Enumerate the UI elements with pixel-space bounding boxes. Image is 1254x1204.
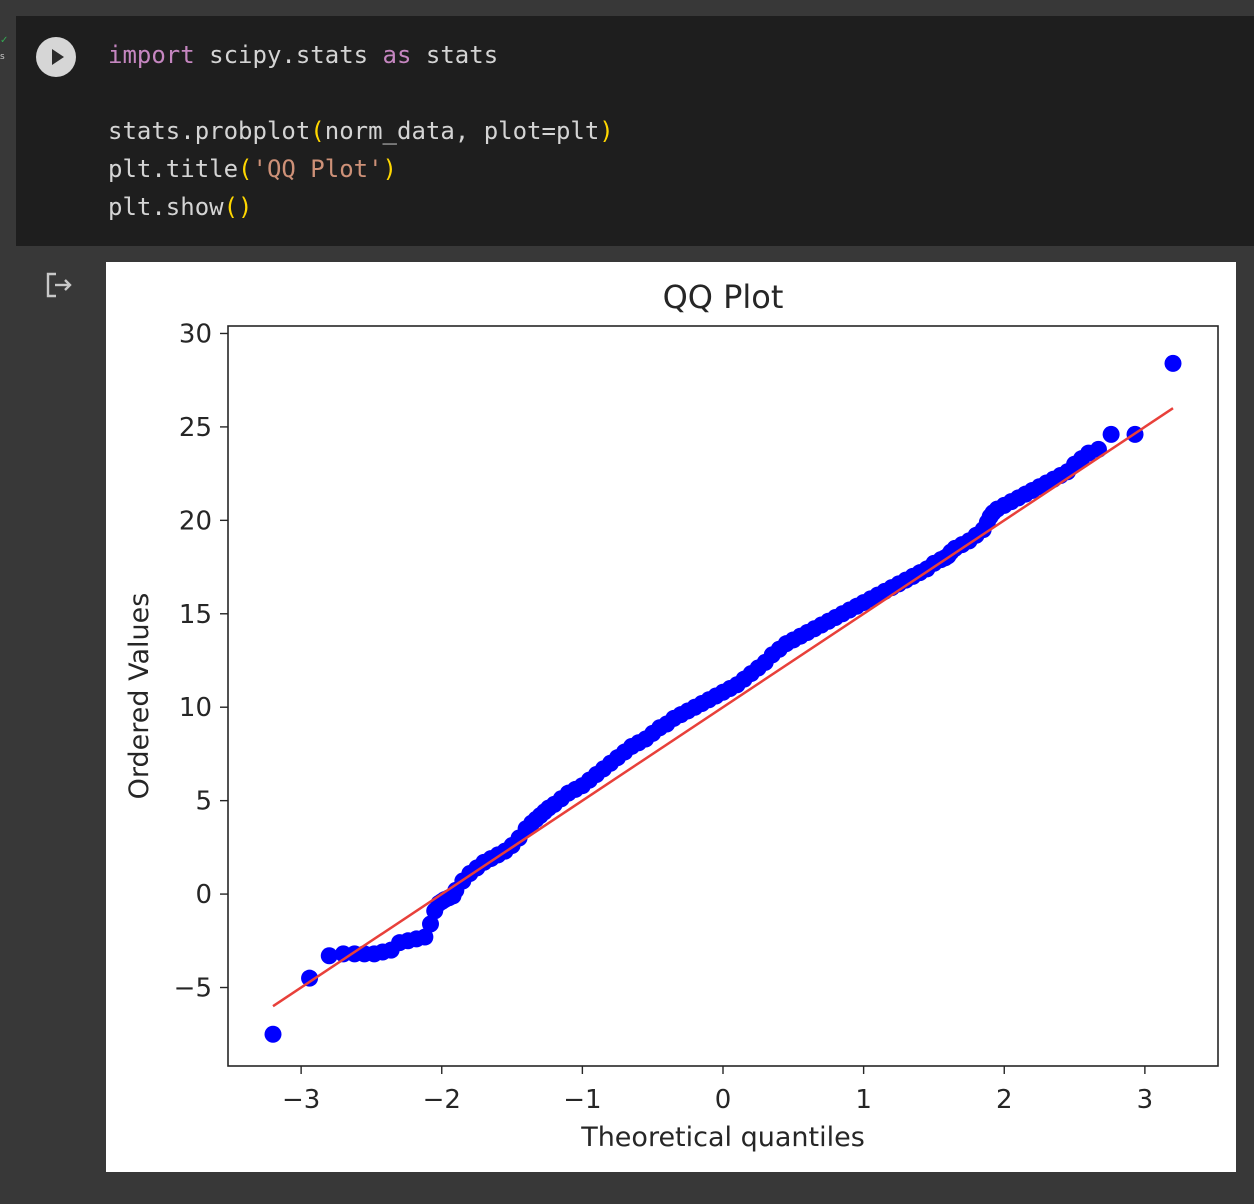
code-token: import — [108, 41, 195, 69]
chart-title: QQ Plot — [663, 278, 784, 316]
data-point — [1102, 425, 1120, 443]
x-tick-label: −2 — [423, 1085, 461, 1115]
notebook-background — [0, 0, 1254, 16]
output-redirect-icon[interactable] — [44, 270, 74, 300]
code-token: ( — [310, 117, 325, 145]
code-editor[interactable]: import scipy.stats as stats stats.probplo… — [108, 36, 614, 226]
y-tick-label: 30 — [179, 319, 212, 349]
code-token: as — [382, 41, 412, 69]
data-point — [264, 1025, 282, 1043]
code-line: import scipy.stats as stats — [108, 36, 614, 74]
code-token: 'QQ Plot' — [252, 155, 383, 183]
code-token: stats.probplot — [108, 117, 311, 145]
code-token: stats — [411, 41, 499, 69]
code-line — [108, 74, 614, 112]
code-token: ) — [382, 155, 397, 183]
data-point — [320, 947, 338, 965]
code-token: plt.title — [108, 155, 239, 183]
run-cell-button[interactable] — [36, 37, 76, 77]
code-token: () — [223, 193, 253, 221]
y-tick-label: 5 — [195, 787, 212, 817]
x-tick-label: −3 — [282, 1085, 320, 1115]
execution-status: ✓ s — [0, 36, 10, 72]
y-tick-label: 0 — [195, 880, 212, 910]
x-tick-label: 3 — [1137, 1085, 1154, 1115]
code-token: ( — [238, 155, 253, 183]
x-tick-label: 2 — [996, 1085, 1013, 1115]
execution-status-text: s — [0, 52, 5, 62]
y-tick-label: 25 — [179, 413, 212, 443]
y-tick-label: 10 — [179, 693, 212, 723]
code-line: plt.title('QQ Plot') — [108, 150, 614, 188]
code-line: plt.show() — [108, 188, 614, 226]
code-token: norm_data, plot=plt — [324, 117, 600, 145]
code-token: ) — [599, 117, 614, 145]
plot-output: −3 −2 −1 0 1 2 3 −5 0 5 10 15 20 25 30 QQ Plot Theoretic… — [106, 262, 1236, 1172]
data-point — [416, 928, 434, 946]
code-token: plt.show — [108, 193, 224, 221]
y-tick-label: −5 — [174, 974, 212, 1004]
data-point — [422, 915, 439, 933]
code-cell[interactable] — [16, 16, 1254, 246]
qq-plot-chart: −3 −2 −1 0 1 2 3 −5 0 5 10 15 20 25 30 QQ Plot Theoretic… — [124, 278, 1219, 1153]
play-icon — [52, 49, 64, 65]
code-line: stats.probplot(norm_data, plot=plt) — [108, 112, 614, 150]
fit-line — [272, 407, 1174, 1008]
x-tick-label: 1 — [855, 1085, 872, 1115]
x-axis-label: Theoretical quantiles — [580, 1122, 865, 1153]
code-token: scipy.stats — [194, 41, 383, 69]
x-tick-label: 0 — [715, 1085, 732, 1115]
check-icon: ✓ — [0, 35, 9, 46]
y-tick-label: 15 — [179, 600, 212, 630]
x-tick-label: −1 — [563, 1085, 601, 1115]
y-axis-label: Ordered Values — [124, 593, 155, 800]
data-point — [1164, 354, 1182, 372]
y-tick-label: 20 — [179, 506, 212, 536]
data-point — [301, 969, 319, 987]
